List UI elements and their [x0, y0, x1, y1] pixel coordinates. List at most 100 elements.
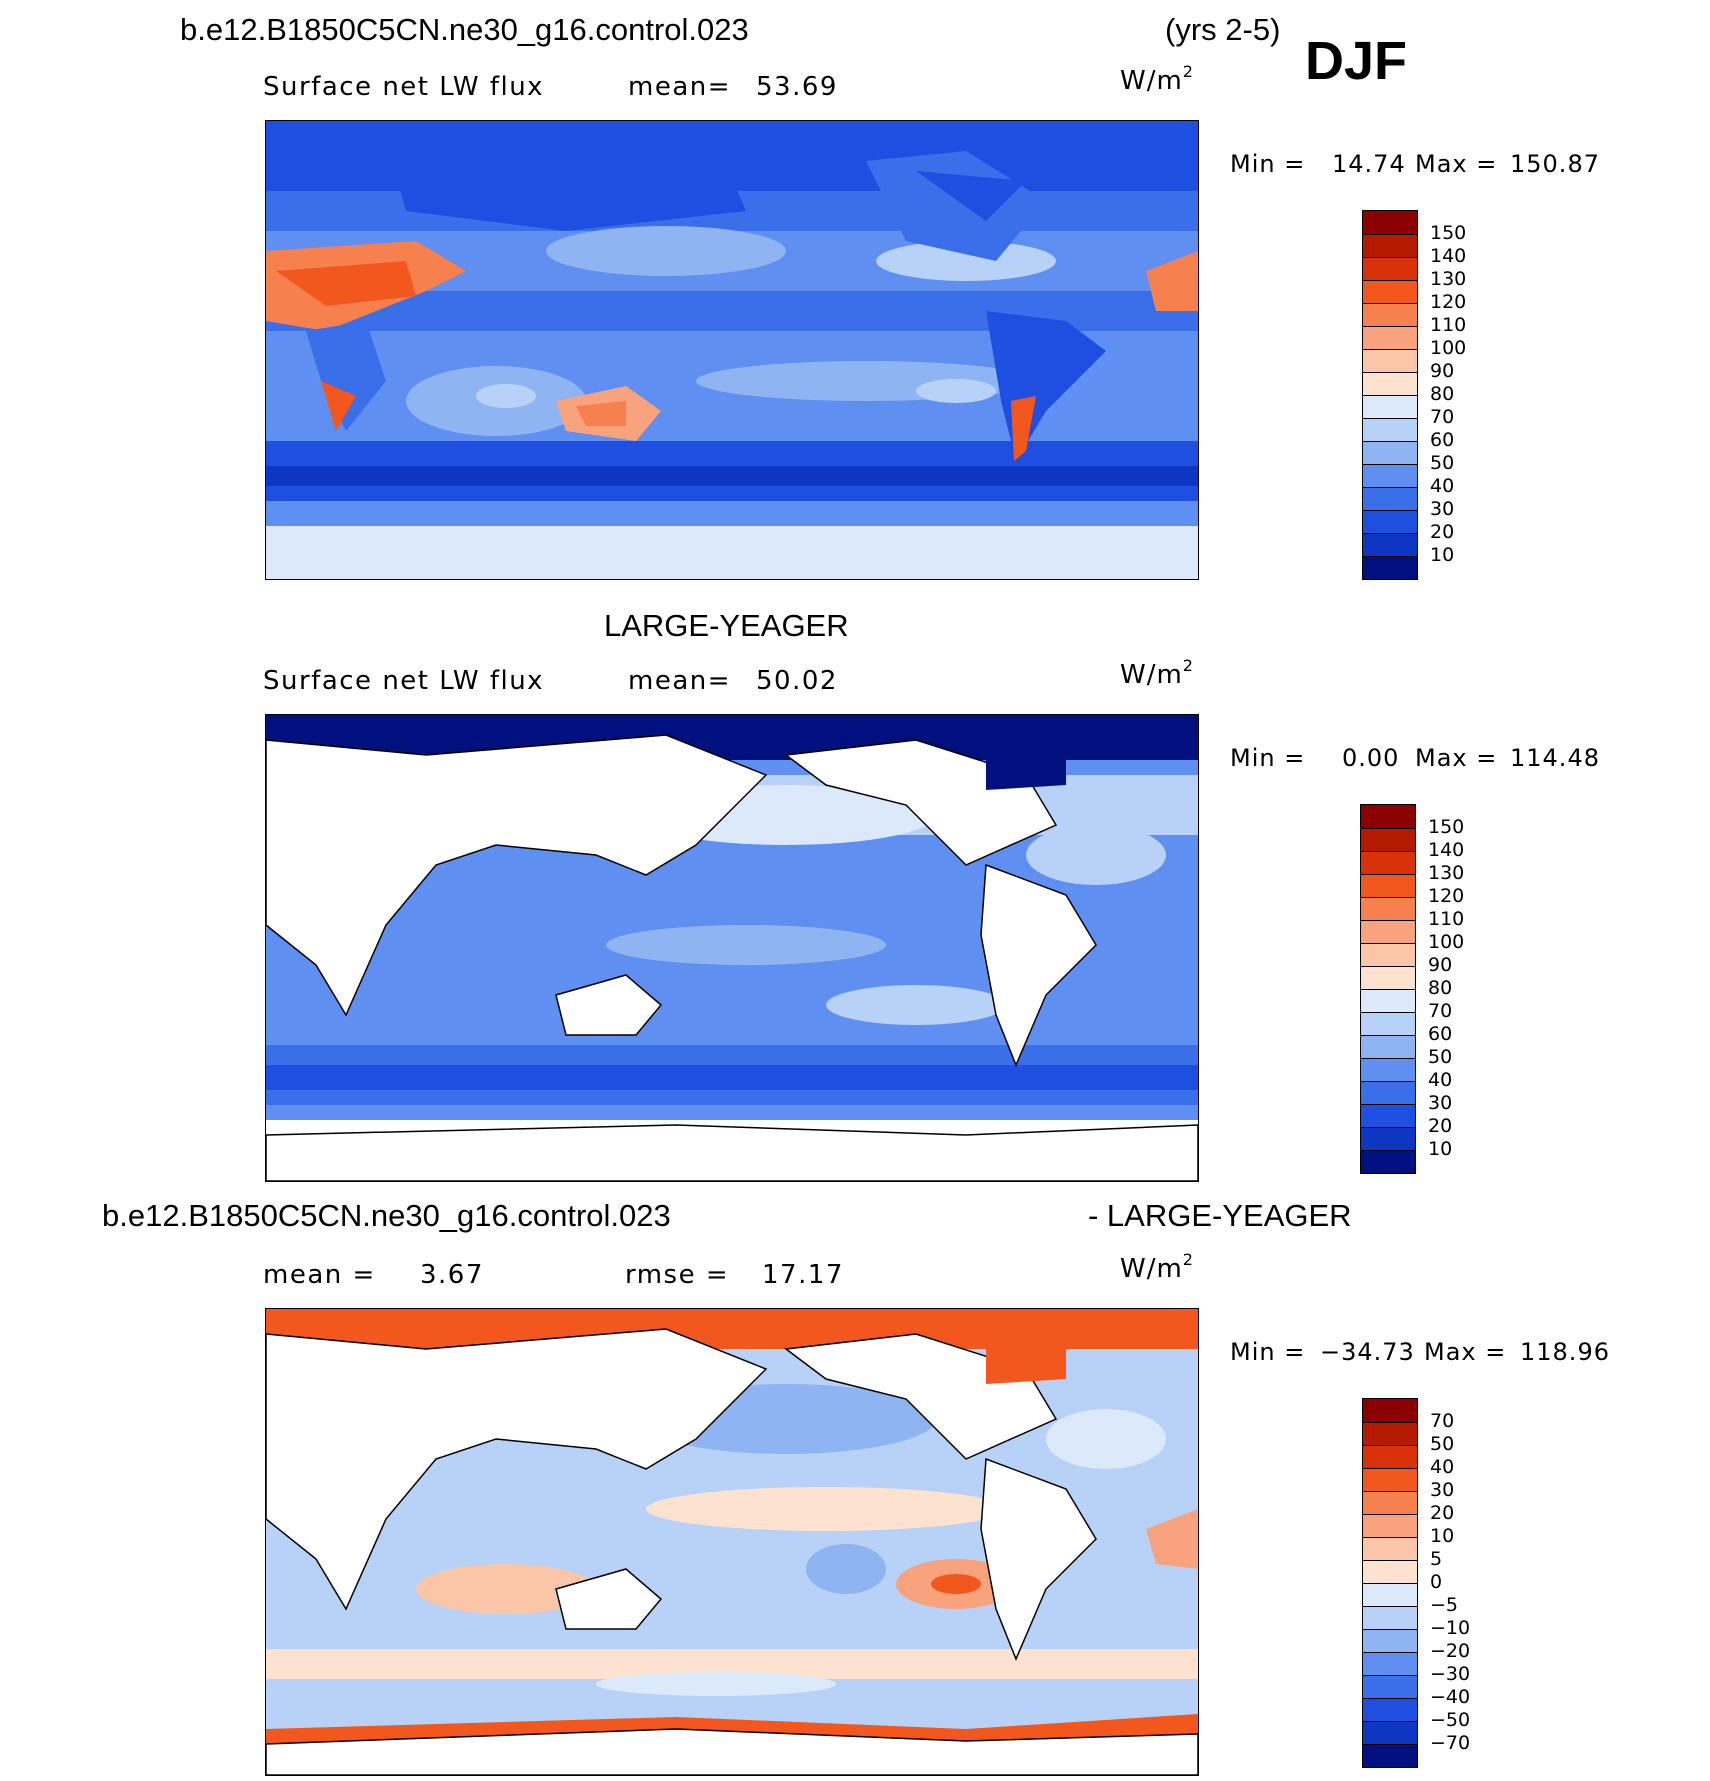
- panel1-units: W/m2: [1120, 62, 1194, 96]
- colorbar-segment: [1361, 989, 1415, 1012]
- colorbar-segment: [1363, 349, 1417, 372]
- panel2-max-label: Max =: [1415, 744, 1498, 772]
- panel3-colorbar: [1362, 1398, 1418, 1768]
- panel3-title-left: b.e12.B1850C5CN.ne30_g16.control.023: [102, 1198, 671, 1233]
- panel2-colorbar: [1360, 804, 1416, 1174]
- colorbar-segment: [1363, 211, 1417, 234]
- colorbar-segment: [1363, 1491, 1417, 1514]
- colorbar-tick-label: 70: [1428, 1000, 1453, 1022]
- colorbar-segment: [1361, 851, 1415, 874]
- colorbar-segment: [1363, 1675, 1417, 1698]
- colorbar-segment: [1361, 1150, 1415, 1173]
- colorbar-segment: [1363, 1629, 1417, 1652]
- panel2-mean-label: mean=: [628, 666, 732, 696]
- colorbar-tick-label: 130: [1430, 268, 1467, 290]
- colorbar-segment: [1361, 874, 1415, 897]
- colorbar-tick-label: 110: [1428, 908, 1465, 930]
- panel3-rmse-value: 17.17: [762, 1260, 844, 1290]
- panel3-units: W/m2: [1120, 1250, 1194, 1284]
- colorbar-segment: [1363, 556, 1417, 579]
- colorbar-segment: [1363, 234, 1417, 257]
- colorbar-segment: [1363, 1445, 1417, 1468]
- colorbar-segment: [1363, 510, 1417, 533]
- colorbar-tick-label: 60: [1430, 429, 1455, 451]
- colorbar-tick-label: 130: [1428, 862, 1465, 884]
- colorbar-segment: [1363, 1422, 1417, 1445]
- colorbar-tick-label: 50: [1430, 1433, 1455, 1455]
- colorbar-segment: [1363, 1560, 1417, 1583]
- case-title: b.e12.B1850C5CN.ne30_g16.control.023: [180, 12, 749, 47]
- colorbar-tick-label: 140: [1430, 245, 1467, 267]
- colorbar-segment: [1363, 1606, 1417, 1629]
- colorbar-segment: [1361, 828, 1415, 851]
- colorbar-tick-label: 70: [1430, 1410, 1455, 1432]
- colorbar-tick-label: −30: [1430, 1663, 1471, 1685]
- panel1-field: [266, 121, 1198, 579]
- panel3-min-value: −34.73: [1320, 1338, 1415, 1366]
- colorbar-segment: [1363, 1583, 1417, 1606]
- colorbar-tick-label: 150: [1428, 816, 1465, 838]
- colorbar-tick-label: 150: [1430, 222, 1467, 244]
- colorbar-segment: [1363, 326, 1417, 349]
- panel3-mean-value: 3.67: [420, 1260, 484, 1290]
- colorbar-tick-label: 90: [1430, 360, 1455, 382]
- panel1-mean-label: mean=: [628, 72, 732, 102]
- colorbar-segment: [1363, 1399, 1417, 1422]
- panel2-map: [265, 714, 1199, 1182]
- colorbar-segment: [1363, 1514, 1417, 1537]
- colorbar-tick-label: 110: [1430, 314, 1467, 336]
- colorbar-tick-label: 80: [1428, 977, 1453, 999]
- colorbar-tick-label: 20: [1430, 521, 1455, 543]
- colorbar-segment: [1361, 943, 1415, 966]
- panel2-min-label: Min =: [1230, 744, 1306, 772]
- colorbar-segment: [1363, 280, 1417, 303]
- panel1-max-value: 150.87: [1510, 150, 1600, 178]
- colorbar-tick-label: 10: [1428, 1138, 1453, 1160]
- panel2-title: LARGE-YEAGER: [604, 608, 849, 643]
- panel2-min-value: 0.00: [1342, 744, 1400, 772]
- colorbar-segment: [1363, 441, 1417, 464]
- colorbar-segment: [1361, 966, 1415, 989]
- colorbar-tick-label: 50: [1428, 1046, 1453, 1068]
- colorbar-segment: [1363, 372, 1417, 395]
- colorbar-tick-label: −50: [1430, 1709, 1471, 1731]
- colorbar-segment: [1363, 1468, 1417, 1491]
- colorbar-tick-label: 30: [1430, 1479, 1455, 1501]
- colorbar-tick-label: 30: [1428, 1092, 1453, 1114]
- colorbar-segment: [1361, 1081, 1415, 1104]
- colorbar-segment: [1363, 533, 1417, 556]
- colorbar-tick-label: 140: [1428, 839, 1465, 861]
- colorbar-tick-label: 5: [1430, 1548, 1443, 1570]
- panel3-title-right: - LARGE-YEAGER: [1088, 1198, 1352, 1233]
- colorbar-tick-label: 10: [1430, 1525, 1455, 1547]
- panel1-min-value: 14.74: [1332, 150, 1406, 178]
- panel2-units: W/m2: [1120, 656, 1194, 690]
- panel1-map: [265, 120, 1199, 580]
- panel2-max-value: 114.48: [1510, 744, 1600, 772]
- colorbar-tick-label: 40: [1430, 1456, 1455, 1478]
- colorbar-tick-label: 20: [1430, 1502, 1455, 1524]
- colorbar-tick-label: −70: [1430, 1732, 1471, 1754]
- panel3-mean-label: mean =: [263, 1260, 376, 1290]
- colorbar-tick-label: 40: [1430, 475, 1455, 497]
- colorbar-segment: [1363, 303, 1417, 326]
- panel1-variable: Surface net LW flux: [263, 72, 545, 102]
- colorbar-segment: [1363, 395, 1417, 418]
- colorbar-tick-label: 0: [1430, 1571, 1443, 1593]
- colorbar-tick-label: 90: [1428, 954, 1453, 976]
- panel1-mean-value: 53.69: [756, 72, 838, 102]
- season-label: DJF: [1305, 31, 1408, 91]
- panel3-map: [265, 1308, 1199, 1776]
- panel2-variable: Surface net LW flux: [263, 666, 545, 696]
- colorbar-tick-label: 50: [1430, 452, 1455, 474]
- colorbar-segment: [1363, 1721, 1417, 1744]
- colorbar-tick-label: −40: [1430, 1686, 1471, 1708]
- colorbar-tick-label: −10: [1430, 1617, 1471, 1639]
- panel3-rmse-label: rmse =: [625, 1260, 730, 1290]
- panel3-min-label: Min =: [1230, 1338, 1306, 1366]
- panel2-field: [266, 715, 1198, 1181]
- colorbar-tick-label: 70: [1430, 406, 1455, 428]
- colorbar-segment: [1361, 897, 1415, 920]
- colorbar-segment: [1363, 1537, 1417, 1560]
- colorbar-tick-label: 10: [1430, 544, 1455, 566]
